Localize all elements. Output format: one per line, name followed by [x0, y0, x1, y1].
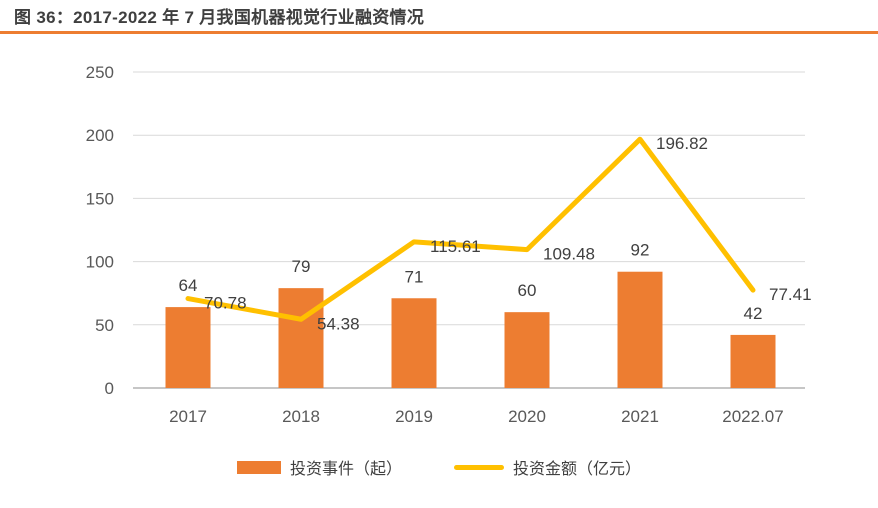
line-value-label: 109.48: [543, 245, 595, 264]
bar-series-swatch: [236, 460, 281, 474]
bar-2017: [165, 307, 211, 388]
y-tick-label: 0: [105, 379, 114, 398]
line-value-label: 196.82: [656, 134, 708, 153]
legend-item-bar: 投资事件（起）: [236, 455, 402, 479]
legend-label-bar: 投资事件（起）: [289, 461, 402, 478]
line-value-label: 115.61: [430, 237, 481, 256]
figure-title-text: 图 36：2017-2022 年 7 月我国机器视觉行业融资情况: [14, 8, 425, 27]
chart-canvas: 0 50 100 150 200 250 64 79 71 60 92 42 70.78 54.38 115…: [86, 63, 812, 426]
bar-value-label: 79: [292, 257, 311, 276]
y-tick-label: 200: [86, 126, 114, 145]
investment-amount-line: [185, 136, 756, 322]
bar-value-label: 64: [179, 276, 198, 295]
title-underline: [0, 31, 878, 34]
legend-item-line: 投资金额（亿元）: [454, 455, 641, 479]
y-tick-label: 100: [86, 253, 114, 272]
x-tick-label: 2018: [282, 407, 320, 426]
bar-2021: [617, 271, 663, 388]
x-tick-label: 2021: [621, 407, 659, 426]
line-series-swatch: [454, 464, 504, 470]
bar-value-label: 71: [405, 267, 424, 286]
bar-2019: [391, 298, 437, 388]
bar-value-label: 42: [744, 304, 763, 323]
bar-2022.07: [730, 334, 776, 388]
bar-value-label: 92: [631, 241, 650, 260]
legend-label-line: 投资金额（亿元）: [513, 461, 642, 478]
line-value-label: 54.38: [317, 314, 360, 333]
legend: 投资事件（起） 投资金额（亿元）: [0, 454, 878, 480]
line-value-label: 70.78: [204, 294, 247, 313]
figure-title: 图 36：2017-2022 年 7 月我国机器视觉行业融资情况: [14, 3, 424, 28]
bar-value-label: 60: [518, 281, 537, 300]
y-tick-label: 50: [95, 316, 114, 335]
bar-2018: [278, 288, 324, 388]
bar-2020: [504, 312, 550, 388]
y-tick-label: 150: [86, 189, 114, 208]
y-tick-label: 250: [86, 63, 114, 82]
x-tick-label: 2020: [508, 407, 546, 426]
chart-area: 0 50 100 150 200 250 64 79 71 60 92 42 70.78 54.38 115…: [0, 40, 878, 460]
x-tick-label: 2022.07: [722, 407, 783, 426]
line-value-label: 77.41: [769, 285, 812, 304]
x-tick-label: 2017: [169, 407, 207, 426]
x-tick-label: 2019: [395, 407, 433, 426]
